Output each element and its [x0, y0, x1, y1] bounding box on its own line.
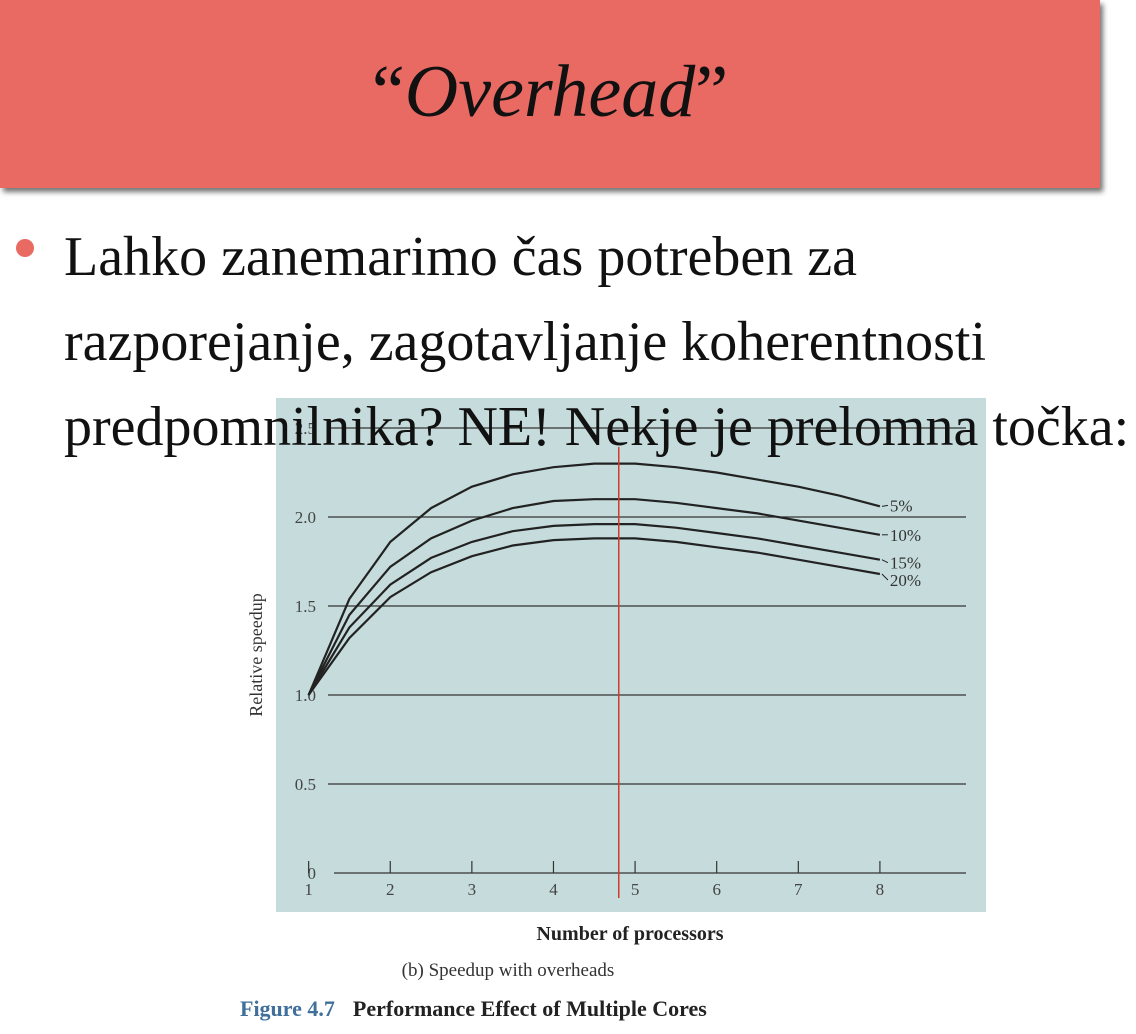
y-tick-label: 2.5 [295, 419, 316, 438]
y-tick-label: 2.0 [295, 508, 316, 527]
series-label-leader [881, 504, 888, 507]
title-word: Overhead [404, 51, 696, 133]
series-line-2 [307, 498, 881, 696]
grid-lines [328, 427, 966, 785]
x-tick-label: 3 [468, 880, 477, 899]
chart-background [276, 398, 986, 912]
y-tick-label: 1.5 [295, 597, 316, 616]
figure-caption: Figure 4.7 Performance Effect of Multiple… [240, 996, 707, 1022]
y-axis-label: Relative speedup [246, 593, 266, 716]
series-label: 15% [890, 554, 921, 573]
series-line-3 [307, 523, 881, 696]
x-tick-label: 6 [712, 880, 721, 899]
x-tick-label: 4 [549, 880, 558, 899]
x-axis-label: Number of processors [536, 923, 723, 945]
figure-number: Figure 4.7 [240, 996, 335, 1021]
y-tick-label: 0 [308, 864, 317, 883]
bullet-dot [16, 239, 34, 257]
series-label-leader [881, 573, 889, 581]
title-bar: “Overhead” [0, 0, 1100, 188]
bullet-item: Lahko zanemarimo čas potreben za razpore… [0, 215, 1136, 515]
x-tick-label: 2 [386, 880, 395, 899]
chart-subtitle: (b) Speedup with overheads [401, 960, 615, 981]
series-label-leader [881, 559, 889, 564]
series-labels: 5% 10% 15%20% [881, 496, 921, 590]
x-tick-label: 1 [304, 880, 313, 899]
series-line-1 [307, 462, 881, 696]
y-tick-label: 0.5 [295, 775, 316, 794]
series-lines [307, 462, 881, 696]
x-tick-label: 7 [794, 880, 803, 899]
series-label: 10% [890, 526, 921, 545]
series-label: 20% [890, 571, 921, 590]
series-label: 5% [890, 496, 913, 515]
x-tick-label: 8 [876, 880, 885, 899]
figure-title: Performance Effect of Multiple Cores [352, 996, 707, 1021]
title-close-quote: ” [695, 51, 729, 133]
x-axis: 1 2 3 4 5 6 7 8 [304, 861, 966, 899]
x-tick-label: 5 [631, 880, 640, 899]
title-open-quote: “ [371, 51, 405, 133]
series-line-4 [307, 537, 881, 696]
bullet-text: Lahko zanemarimo čas potreben za razpore… [64, 226, 1130, 458]
slide-title: “Overhead” [0, 50, 1100, 135]
